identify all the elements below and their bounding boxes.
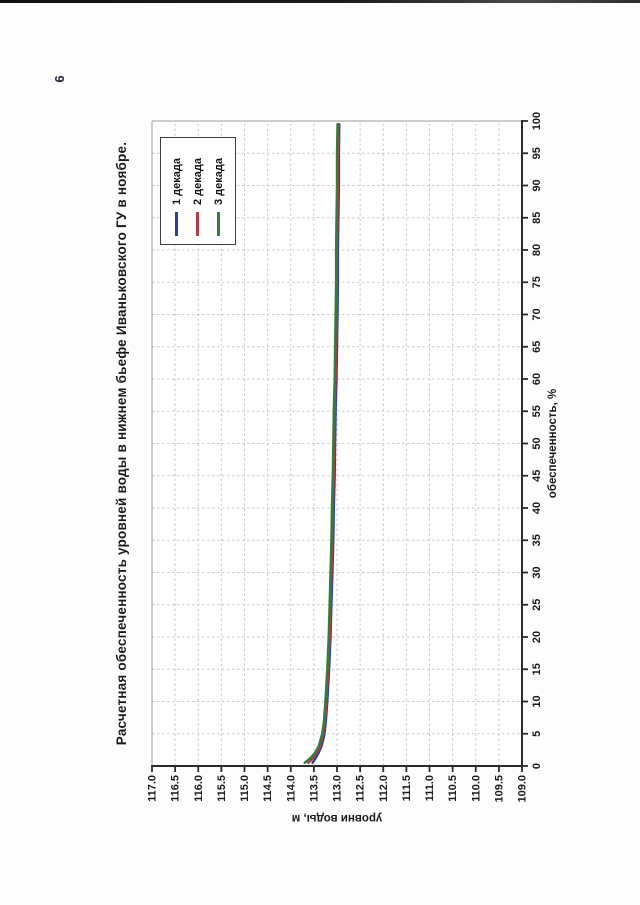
legend-line-swatch-blue: [175, 212, 178, 236]
legend-item-decade-1: 1 декада: [166, 146, 187, 236]
scan-edge-artifact: [0, 0, 640, 3]
svg-text:5: 5: [531, 731, 543, 737]
svg-text:80: 80: [531, 244, 543, 256]
svg-text:111.5: 111.5: [401, 775, 413, 801]
svg-text:116.5: 116.5: [170, 775, 182, 802]
svg-text:109.0: 109.0: [517, 775, 529, 803]
svg-text:115.5: 115.5: [216, 775, 228, 802]
svg-text:112.5: 112.5: [355, 775, 367, 802]
svg-text:112.0: 112.0: [378, 775, 390, 802]
svg-text:обеспеченность, %: обеспеченность, %: [547, 389, 559, 498]
legend-label: 2 декада: [191, 158, 204, 205]
legend-line-swatch-green: [217, 212, 220, 236]
svg-text:111.0: 111.0: [424, 775, 436, 801]
legend-item-decade-2: 2 декада: [187, 146, 208, 236]
svg-text:85: 85: [531, 212, 543, 224]
svg-text:110.5: 110.5: [447, 775, 459, 802]
legend-item-decade-3: 3 декада: [208, 146, 229, 236]
legend-label: 3 декада: [212, 158, 225, 205]
svg-text:110.0: 110.0: [470, 775, 482, 802]
svg-text:30: 30: [531, 566, 543, 578]
chart-legend: 1 декада 2 декада 3 декада: [160, 137, 236, 245]
svg-text:75: 75: [531, 276, 543, 288]
svg-text:10: 10: [531, 695, 543, 707]
svg-text:109.5: 109.5: [493, 775, 505, 803]
svg-text:116.0: 116.0: [193, 775, 205, 802]
svg-text:45: 45: [531, 470, 543, 482]
svg-text:35: 35: [531, 534, 543, 546]
svg-text:55: 55: [531, 405, 543, 417]
svg-text:65: 65: [531, 341, 543, 353]
svg-text:115.0: 115.0: [239, 775, 251, 802]
rotated-chart-figure: Расчетная обеспеченность уровней воды в …: [105, 101, 565, 841]
svg-text:114.0: 114.0: [285, 775, 297, 802]
legend-line-swatch-red: [196, 212, 199, 236]
svg-text:40: 40: [531, 502, 543, 514]
svg-text:113.5: 113.5: [308, 775, 320, 802]
svg-text:95: 95: [531, 147, 543, 159]
svg-text:70: 70: [531, 308, 543, 320]
svg-text:20: 20: [531, 631, 543, 643]
svg-text:25: 25: [531, 599, 543, 611]
svg-text:114.5: 114.5: [262, 775, 274, 802]
page-number: 6: [52, 75, 67, 83]
svg-text:уровни воды, м: уровни воды, м: [292, 812, 382, 824]
svg-text:15: 15: [531, 663, 543, 675]
svg-text:117.0: 117.0: [147, 775, 159, 802]
svg-text:0: 0: [531, 763, 543, 769]
svg-text:113.0: 113.0: [332, 775, 344, 802]
legend-label: 1 декада: [170, 158, 183, 205]
svg-text:50: 50: [531, 437, 543, 449]
svg-text:90: 90: [531, 179, 543, 191]
svg-text:100: 100: [531, 112, 543, 130]
svg-text:60: 60: [531, 373, 543, 385]
